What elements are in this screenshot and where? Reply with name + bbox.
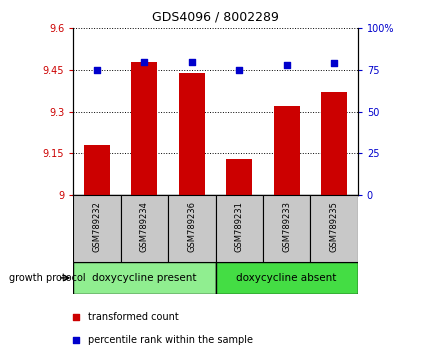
Bar xyxy=(226,159,252,195)
Text: transformed count: transformed count xyxy=(88,312,179,322)
Bar xyxy=(131,62,157,195)
FancyBboxPatch shape xyxy=(73,195,120,262)
FancyBboxPatch shape xyxy=(168,195,215,262)
FancyBboxPatch shape xyxy=(215,195,262,262)
Text: percentile rank within the sample: percentile rank within the sample xyxy=(88,335,253,346)
Bar xyxy=(178,73,204,195)
Text: GSM789232: GSM789232 xyxy=(92,201,101,252)
Bar xyxy=(73,262,215,294)
Bar xyxy=(320,92,346,195)
Text: GSM789235: GSM789235 xyxy=(329,201,338,252)
FancyBboxPatch shape xyxy=(120,195,168,262)
Point xyxy=(235,67,242,73)
Bar xyxy=(84,145,110,195)
Text: GDS4096 / 8002289: GDS4096 / 8002289 xyxy=(152,11,278,24)
Text: doxycycline present: doxycycline present xyxy=(92,273,196,283)
Point xyxy=(188,59,195,64)
Text: GSM789236: GSM789236 xyxy=(187,201,196,252)
Point xyxy=(93,67,100,73)
Bar xyxy=(215,262,357,294)
Point xyxy=(141,59,147,64)
Point xyxy=(72,337,79,343)
FancyBboxPatch shape xyxy=(310,195,357,262)
FancyBboxPatch shape xyxy=(262,195,310,262)
Bar xyxy=(273,106,299,195)
Text: GSM789231: GSM789231 xyxy=(234,201,243,252)
Text: GSM789234: GSM789234 xyxy=(140,201,148,252)
Text: doxycycline absent: doxycycline absent xyxy=(236,273,336,283)
Point xyxy=(283,62,289,68)
Point xyxy=(330,61,337,66)
Point xyxy=(72,314,79,320)
Text: growth protocol: growth protocol xyxy=(9,273,85,283)
Text: GSM789233: GSM789233 xyxy=(282,201,290,252)
